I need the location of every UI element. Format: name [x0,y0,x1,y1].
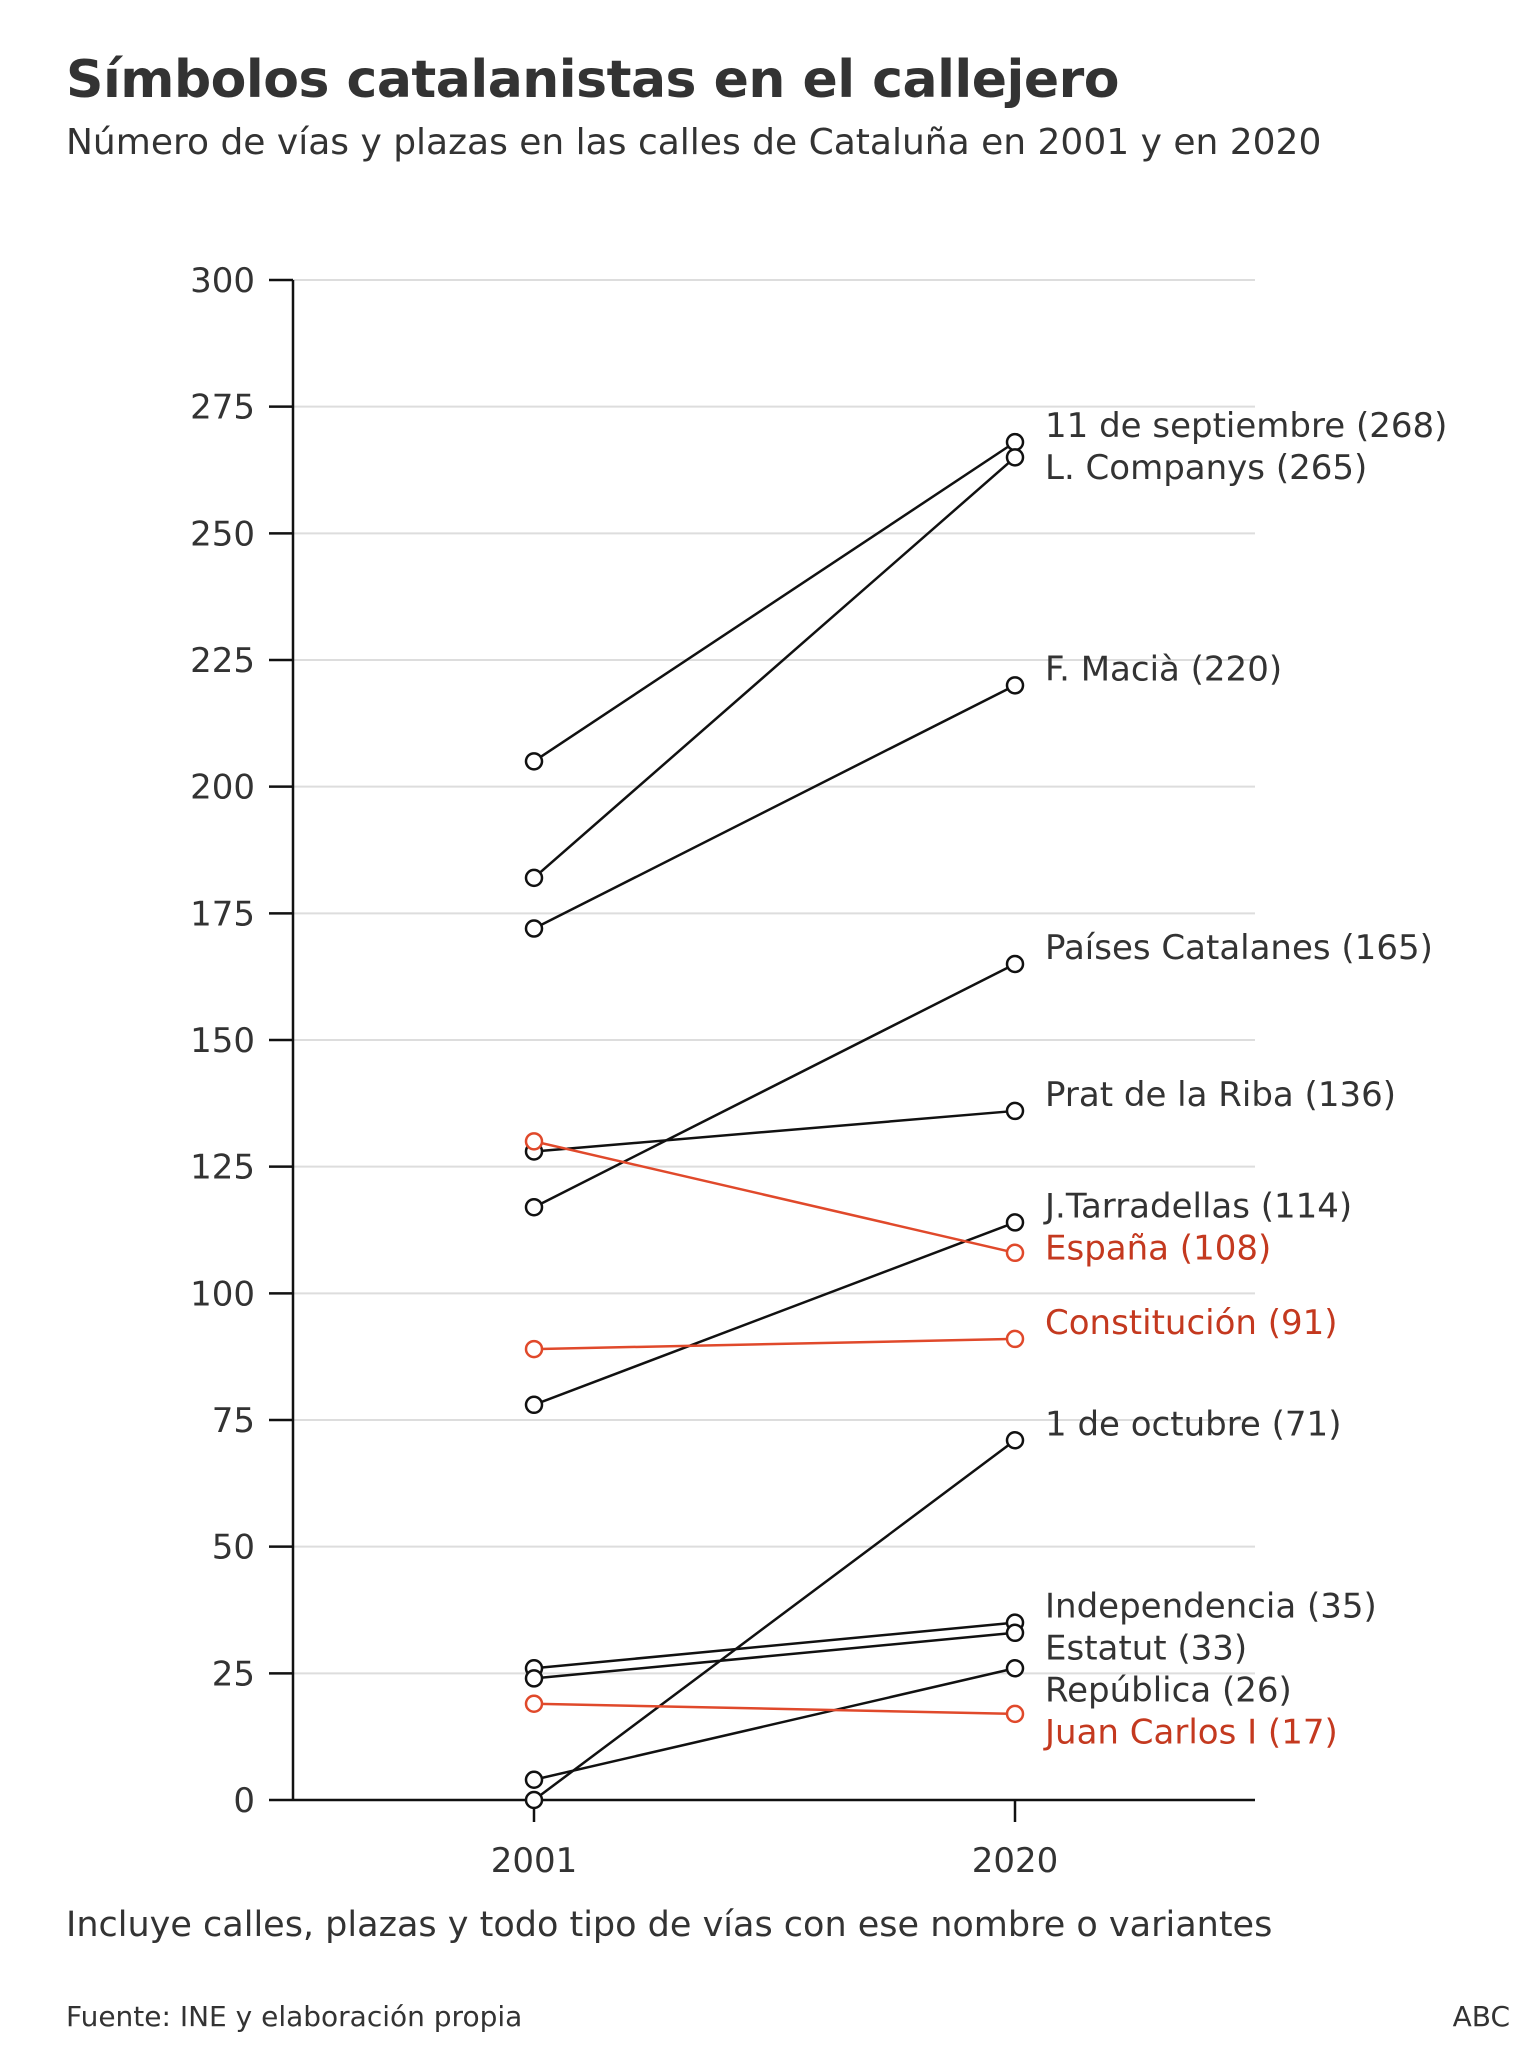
chart-note: Incluye calles, plazas y todo tipo de ví… [66,1905,1273,1945]
series-label-espana: España (108) [1045,1228,1271,1268]
series-label-paises-catalanes: Países Catalanes (165) [1045,928,1433,968]
point-2001-juan-carlos-i [524,1694,544,1713]
point-2020-11-de-septiembre [1005,432,1025,452]
y-tick-label-225: 225 [190,641,255,681]
series-line-independencia [533,1621,1016,1670]
y-tick-label-100: 100 [190,1274,255,1314]
y-tick-label-50: 50 [212,1528,255,1568]
point-2001-l-companys [524,868,544,888]
series-lines [524,432,1025,1810]
y-tick-label-0: 0 [233,1781,255,1821]
point-2020-estatut [1005,1623,1025,1643]
point-2001-constitucion [524,1339,544,1359]
grid-lines [293,279,1255,1675]
x-tick-label-2001: 2001 [491,1841,578,1880]
series-line-prat-de-la-riba [533,1109,1016,1153]
series-line-republica [533,1667,1016,1781]
y-tick-label-75: 75 [212,1401,255,1441]
point-2020-1-de-octubre [1005,1431,1025,1450]
series-label-l-companys: L. Companys (265) [1045,448,1367,488]
axes: 0 25 50 75 100 125 150 175 200 225 250 275 300 2001 20… [190,261,1255,1880]
series-label-f-macia: F. Macià (220) [1045,649,1282,689]
series-labels: 11 de septiembre (268)L. Companys (265) F… [1043,406,1447,1753]
chart-title: Símbolos catalanistas en el callejero [66,50,1119,110]
point-2001-republica [524,1770,544,1789]
point-2020-espana [1005,1243,1025,1263]
series-line-f-macia [533,684,1016,930]
series-line-j-tarradellas [533,1221,1016,1406]
series-line-l-companys [533,456,1016,879]
series-label-prat-de-la-riba: Prat de la Riba (136) [1045,1075,1396,1115]
point-2001-j-tarradellas [524,1395,544,1415]
point-2020-republica [1005,1659,1025,1678]
point-2020-prat-de-la-riba [1005,1101,1025,1121]
y-tick-label-175: 175 [190,894,255,934]
point-2001-espana [524,1132,544,1151]
series-line-paises-catalanes [533,962,1016,1209]
series-label-j-tarradellas: J.Tarradellas (114) [1043,1186,1352,1226]
point-2001-estatut [524,1669,544,1688]
point-2020-constitucion [1005,1329,1025,1349]
chart-source: Fuente: INE y elaboración propia [66,2000,523,2033]
y-tick-label-125: 125 [190,1148,255,1188]
series-line-juan-carlos-i [533,1702,1016,1716]
x-tick-label-2020: 2020 [972,1841,1059,1880]
y-tick-label-150: 150 [190,1021,255,1061]
series-line-espana [533,1140,1016,1255]
series-label-11-de-septiembre: 11 de septiembre (268) [1045,406,1447,446]
series-line-constitucion [533,1337,1016,1351]
series-line-11-de-septiembre [533,441,1016,763]
series-label-constitucion: Constitución (91) [1045,1303,1338,1343]
y-tick-label-200: 200 [190,768,255,808]
series-line-estatut [533,1631,1016,1680]
y-tick-label-250: 250 [190,514,255,554]
slope-chart: 0 25 50 75 100 125 150 175 200 225 250 275 300 2001 20… [190,261,1447,1880]
series-label-independencia: Independencia (35) [1045,1587,1377,1627]
series-label-1-de-octubre: 1 de octubre (71) [1045,1404,1341,1444]
series-label-estatut: Estatut (33) [1045,1629,1247,1669]
series-line-1-de-octubre [533,1439,1016,1802]
y-tick-label-25: 25 [212,1654,255,1694]
point-2020-l-companys [1005,448,1025,467]
y-tick-label-275: 275 [190,388,255,428]
point-2001-1-de-octubre [524,1790,544,1810]
point-2020-f-macia [1005,676,1025,695]
point-2020-paises-catalanes [1005,954,1025,974]
y-tick-label-300: 300 [190,261,255,301]
point-2001-paises-catalanes [524,1197,544,1217]
point-2020-juan-carlos-i [1005,1704,1025,1724]
point-2001-f-macia [524,919,544,938]
brand-logo-text: ABC [1452,2000,1510,2033]
series-label-juan-carlos-i: Juan Carlos I (17) [1043,1713,1338,1753]
series-label-republica: República (26) [1045,1671,1292,1711]
chart-subtitle: Número de vías y plazas en las calles de… [66,122,1322,163]
point-2001-11-de-septiembre [524,752,544,771]
point-2020-j-tarradellas [1005,1213,1025,1232]
